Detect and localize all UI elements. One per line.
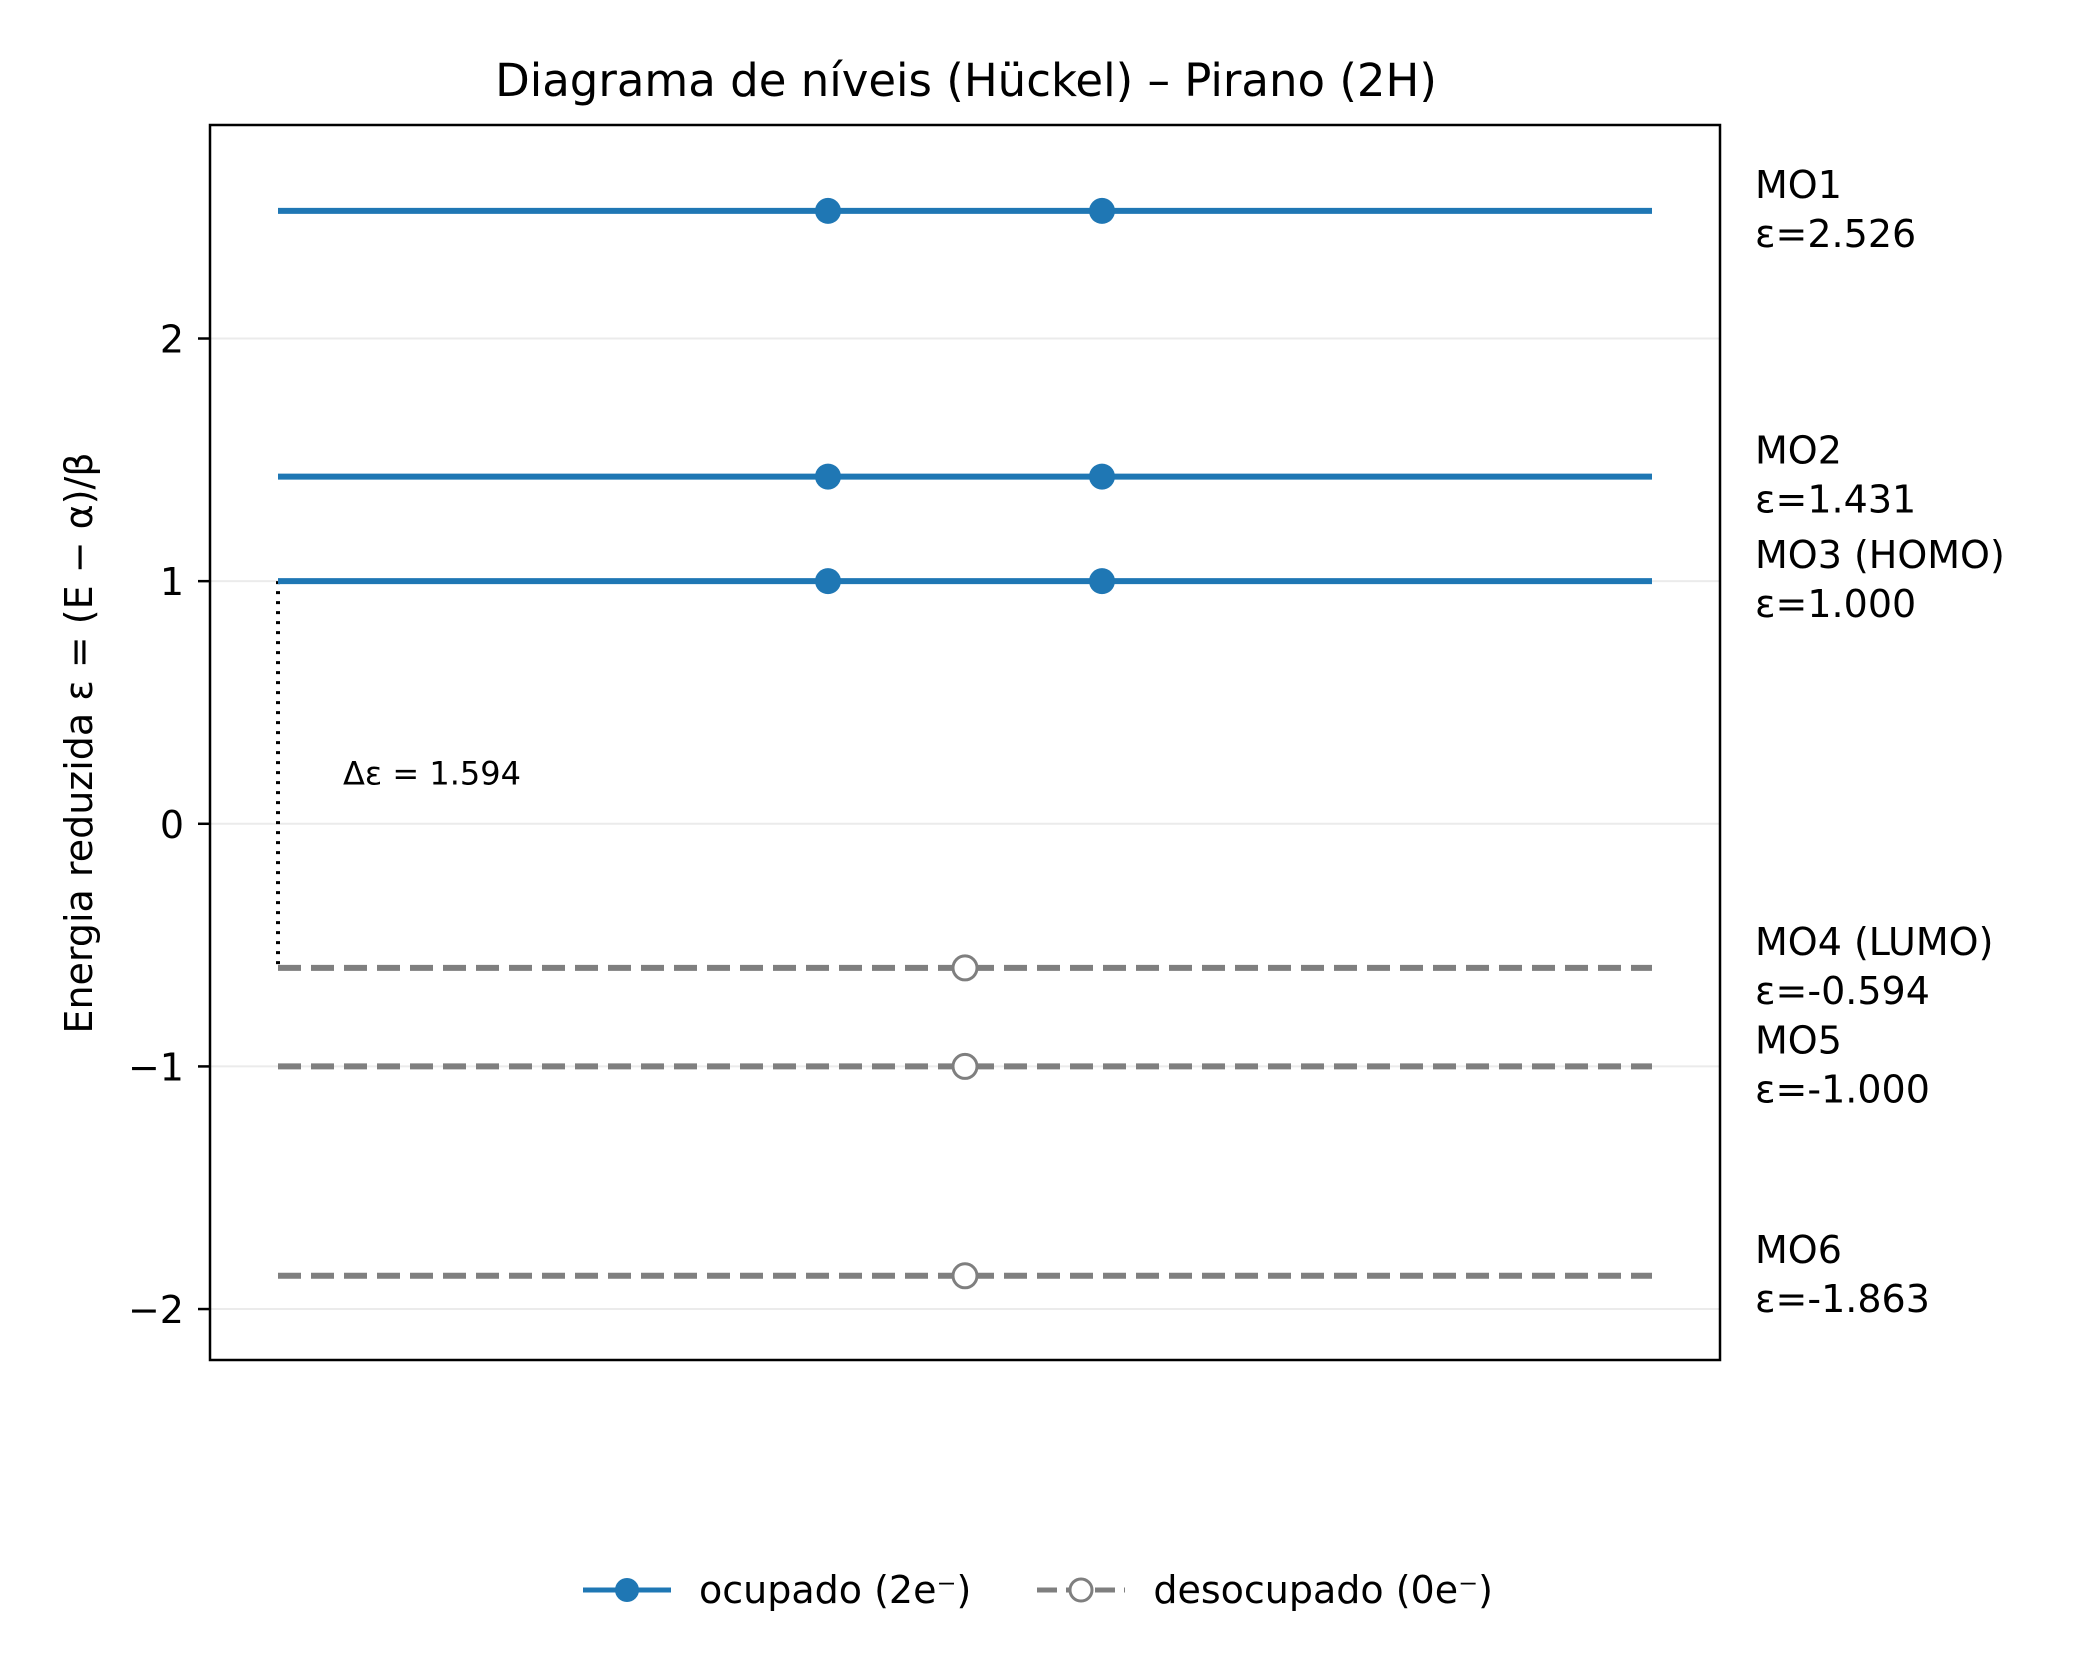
- y-axis-label: Energia reduzida ε = (E − α)/β: [57, 452, 101, 1033]
- level-label-mo5: MO5: [1755, 1018, 1842, 1062]
- empty-orbital-marker: [951, 1262, 979, 1290]
- level-label-mo2: MO2: [1755, 429, 1842, 473]
- chart-title: Diagrama de níveis (Hückel) – Pirano (2H…: [495, 54, 1437, 107]
- y-tick-label: −1: [128, 1045, 184, 1089]
- level-energy-mo5: ε=-1.000: [1755, 1067, 1930, 1111]
- level-energy-mo3: ε=1.000: [1755, 582, 1916, 626]
- y-tick-label: 2: [160, 318, 184, 362]
- level-label-mo1: MO1: [1755, 163, 1842, 207]
- level-label-mo6: MO6: [1755, 1228, 1842, 1272]
- legend-label-occupied: ocupado (2e⁻): [698, 1568, 972, 1612]
- legend-item-unoccupied: desocupado (0e⁻): [1035, 1568, 1493, 1612]
- empty-orbital-marker: [951, 1052, 979, 1080]
- gap-annotation: Δε = 1.594: [276, 581, 521, 968]
- level-energy-mo1: ε=2.526: [1755, 212, 1916, 256]
- y-tick-label: 0: [160, 803, 184, 847]
- legend-occupied-marker-icon: [582, 1578, 671, 1602]
- electron-marker: [815, 463, 841, 490]
- y-axis-ticks: 2 1 0 −1 −2: [128, 318, 210, 1332]
- level-label-mo3: MO3 (HOMO): [1755, 533, 2005, 577]
- electron-marker: [1089, 197, 1115, 224]
- electron-marker: [1089, 463, 1115, 490]
- legend-item-occupied: ocupado (2e⁻): [581, 1568, 971, 1612]
- orbital-levels: [278, 197, 1652, 1290]
- y-tick-label: −2: [128, 1288, 184, 1332]
- legend: ocupado (2e⁻) desocupado (0e⁻): [0, 1560, 2074, 1620]
- legend-unoccupied-marker-icon: [1037, 1577, 1126, 1603]
- gridlines: [210, 337, 1720, 1311]
- electron-marker: [815, 197, 841, 224]
- plot-frame: [208, 123, 1722, 1362]
- electron-marker: [815, 568, 841, 595]
- empty-orbital-marker: [951, 954, 979, 982]
- level-energy-mo6: ε=-1.863: [1755, 1277, 1930, 1321]
- level-energy-mo2: ε=1.431: [1755, 478, 1916, 522]
- gap-label: Δε = 1.594: [343, 755, 521, 793]
- y-tick-label: 1: [160, 560, 184, 604]
- level-label-mo4: MO4 (LUMO): [1755, 920, 1993, 964]
- orbital-labels: MO1 ε=2.526 MO2 ε=1.431 MO3 (HOMO) ε=1.000 MO4…: [1755, 163, 2005, 1321]
- legend-label-unoccupied: desocupado (0e⁻): [1153, 1568, 1493, 1612]
- electron-marker: [1089, 568, 1115, 595]
- level-energy-mo4: ε=-0.594: [1755, 969, 1930, 1013]
